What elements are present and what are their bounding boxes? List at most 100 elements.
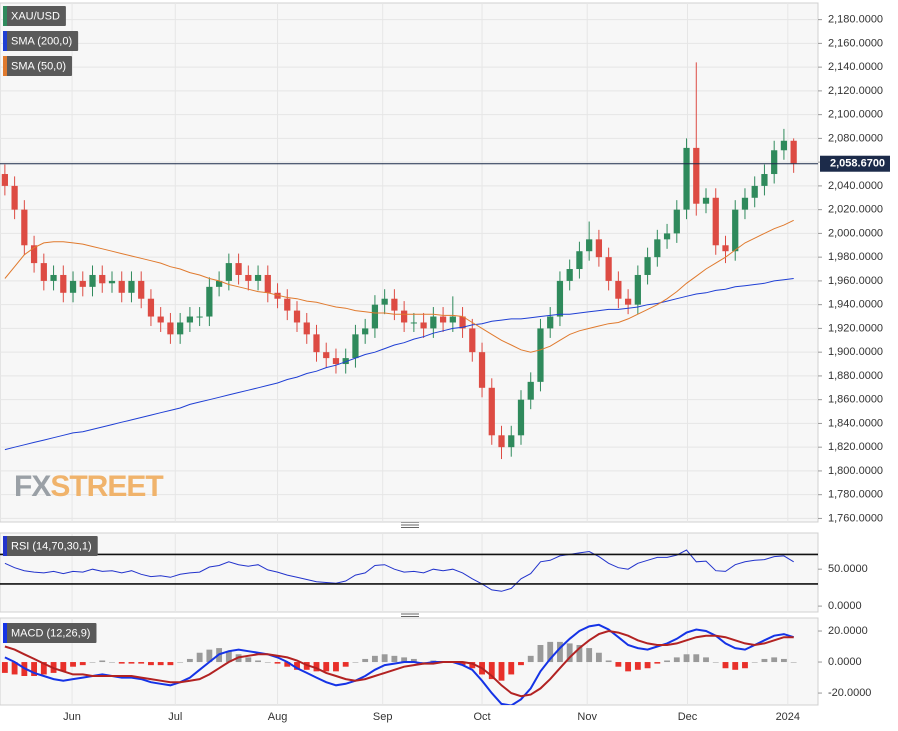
candle-body	[741, 197, 749, 210]
y-tick-label: 2,120.0000	[828, 85, 883, 97]
legend-swatch	[3, 623, 7, 643]
legend-entry: SMA (50,0)	[3, 56, 73, 76]
candle-body	[118, 280, 125, 293]
candle-body	[391, 298, 398, 311]
histogram-bar	[177, 662, 184, 663]
histogram-bar	[128, 662, 135, 664]
panel-plot: FXSTREET	[0, 19, 818, 519]
candle-body	[128, 280, 135, 293]
histogram-bar	[469, 662, 476, 669]
histogram-bar	[70, 662, 76, 667]
histogram-bar	[693, 654, 700, 663]
watermark-part: STREET	[50, 470, 163, 503]
y-tick-label: 0.0000	[828, 600, 862, 612]
histogram-bar	[673, 657, 680, 663]
candle-body	[264, 274, 271, 293]
series-line	[4, 278, 794, 451]
candle-body	[722, 245, 729, 252]
legend-label: MACD (12,26,9)	[11, 627, 90, 639]
candle-body	[780, 140, 788, 151]
histogram-bar	[508, 662, 515, 675]
legend-label: XAU/USD	[11, 10, 60, 22]
candle-body	[410, 322, 417, 324]
histogram-bar	[703, 657, 709, 663]
y-tick-label: 1,800.0000	[828, 465, 883, 477]
histogram-bar	[722, 662, 729, 669]
last-price-label: 2,058.6700	[830, 158, 885, 170]
histogram-bar	[225, 651, 232, 663]
candle-body	[40, 263, 47, 281]
y-tick-label: 20.0000	[828, 625, 868, 637]
candle-body	[488, 387, 495, 436]
x-tick-label: Jun	[63, 711, 81, 723]
x-tick-label: Dec	[678, 711, 698, 723]
series-line	[4, 629, 794, 698]
y-tick-label: 2,160.0000	[828, 37, 883, 49]
candle-body	[634, 274, 641, 305]
histogram-bar	[654, 662, 661, 664]
candle-body	[362, 328, 369, 335]
histogram-bar	[732, 662, 739, 670]
candle-body	[274, 292, 281, 299]
candle-body	[79, 280, 86, 287]
candle-body	[702, 197, 710, 204]
y-tick-label: 2,140.0000	[828, 61, 883, 73]
candle-body	[206, 286, 213, 317]
panel-background	[0, 2, 819, 523]
legend-label: SMA (50,0)	[11, 60, 66, 72]
x-tick-label: Oct	[473, 711, 490, 723]
candle-body	[225, 263, 232, 281]
panel-plot	[1, 623, 797, 705]
histogram-bar	[11, 662, 18, 675]
legend-label: RSI (14,70,30,1)	[11, 540, 92, 552]
y-tick-label: 1,760.0000	[828, 512, 883, 524]
panel-grip[interactable]	[401, 522, 419, 528]
legend-entry: SMA (200,0)	[3, 31, 79, 51]
candle-body	[439, 316, 447, 323]
histogram-bar	[284, 662, 291, 667]
histogram-bar	[605, 660, 612, 663]
y-tick-label: 1,840.0000	[828, 417, 883, 429]
candle-body	[352, 334, 359, 359]
histogram-bar	[780, 658, 787, 663]
candle-body	[469, 328, 476, 353]
y-tick-label: 1,920.0000	[828, 322, 883, 334]
y-tick-label: 1,860.0000	[828, 394, 883, 406]
candle-body	[449, 316, 456, 323]
histogram-bar	[352, 662, 359, 663]
histogram-bar	[644, 662, 651, 669]
candle-body	[693, 147, 700, 204]
candle-body	[673, 209, 680, 234]
histogram-bar	[186, 658, 193, 663]
candle-body	[790, 140, 797, 164]
candle-body	[644, 257, 651, 275]
histogram-bar	[488, 662, 495, 680]
legend-entry: MACD (12,26,9)	[3, 623, 97, 643]
histogram-bar	[498, 662, 505, 681]
histogram-bar	[634, 662, 641, 670]
histogram-bar	[625, 662, 632, 672]
y-tick-label: 1,880.0000	[828, 370, 883, 382]
histogram-bar	[790, 662, 797, 663]
x-tick-label: Sep	[373, 711, 393, 723]
candle-body	[595, 239, 603, 258]
legend-box	[3, 6, 66, 26]
histogram-bar	[118, 662, 125, 664]
histogram-bar	[459, 662, 466, 666]
candle-body	[342, 358, 349, 365]
watermark-part: FX	[14, 470, 51, 503]
legend-entry: XAU/USD	[3, 6, 66, 26]
y-tick-label: 2,180.0000	[828, 14, 883, 26]
histogram-bar	[255, 660, 261, 663]
candle-body	[50, 274, 57, 281]
candle-body	[303, 322, 310, 335]
candle-body	[1, 174, 8, 186]
candle-body	[89, 274, 96, 287]
candle-body	[459, 316, 466, 329]
histogram-bar	[527, 655, 534, 663]
histogram-bar	[557, 641, 563, 663]
x-tick-label: Aug	[268, 711, 288, 723]
candle-body	[11, 185, 18, 210]
legend-label: SMA (200,0)	[11, 35, 72, 47]
